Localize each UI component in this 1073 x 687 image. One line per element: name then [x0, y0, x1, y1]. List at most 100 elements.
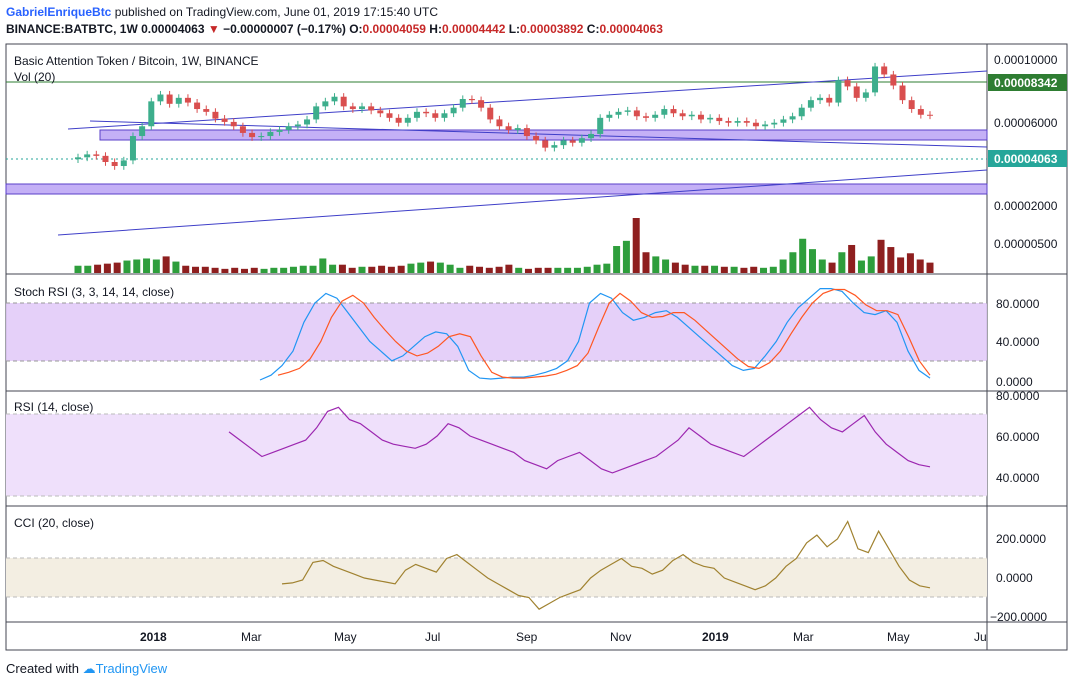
tradingview-link[interactable]: TradingView	[95, 661, 168, 676]
level-price-tag	[988, 74, 1067, 91]
volume-bar	[348, 267, 356, 273]
candle	[844, 80, 851, 87]
candle	[148, 101, 155, 127]
descending-trend-line	[89, 120, 988, 148]
candle	[826, 97, 833, 103]
stoch-tick: 0.0000	[996, 375, 1033, 389]
candle	[423, 111, 430, 114]
volume-bar	[94, 264, 102, 273]
candle	[615, 111, 622, 115]
candle	[835, 80, 842, 103]
volume-bar	[789, 252, 797, 273]
candle	[377, 110, 384, 114]
high-value: 0.00004442	[441, 22, 506, 36]
candle	[743, 121, 750, 123]
candle	[432, 113, 439, 118]
close-label: C:	[586, 22, 600, 36]
volume-bar	[378, 265, 386, 273]
candle	[368, 106, 375, 111]
volume-bar	[143, 258, 151, 273]
candle	[533, 136, 540, 141]
candles	[75, 62, 933, 170]
volume-bar	[505, 264, 513, 273]
volume-bar	[485, 267, 493, 273]
volume-bar	[769, 266, 777, 273]
volume-bar	[436, 262, 444, 273]
candle	[487, 107, 494, 120]
author-link[interactable]: GabrielEnriqueBtc	[6, 5, 112, 19]
candle	[927, 114, 933, 116]
stoch-tick: 40.0000	[996, 335, 1040, 349]
volume-bar	[897, 257, 905, 273]
volume-bar	[103, 263, 111, 273]
volume-bar	[573, 267, 581, 273]
volume-bar	[544, 267, 552, 273]
time-tick-label: 2019	[702, 630, 729, 644]
stoch-tick: 80.0000	[996, 297, 1040, 311]
candle	[359, 106, 365, 110]
volume-bar	[84, 265, 92, 273]
time-tick-label: Mar	[793, 630, 814, 644]
cci-tick: −200.0000	[990, 610, 1047, 624]
volume-bar	[358, 266, 366, 273]
last-price-tag	[988, 150, 1067, 167]
main-pane-title: Basic Attention Token / Bitcoin, 1W, BIN…	[14, 54, 259, 68]
candle	[725, 121, 732, 123]
volume-bar	[750, 266, 758, 273]
volume-bar	[534, 267, 542, 273]
cci-title: CCI (20, close)	[14, 516, 94, 530]
volume-bar	[368, 266, 376, 273]
volume-bar	[172, 261, 180, 273]
candle	[111, 162, 118, 167]
time-tick-label: May	[887, 630, 910, 644]
price-pane[interactable]	[5, 62, 988, 273]
candle	[798, 107, 805, 117]
candle	[569, 140, 576, 143]
volume-bar	[720, 266, 728, 273]
stoch-d-line	[277, 288, 931, 379]
volume-bar	[564, 267, 572, 273]
last-price-label: 0.00004063	[994, 152, 1058, 166]
candle	[890, 74, 897, 86]
candle	[542, 140, 549, 148]
time-tick-label: Nov	[610, 630, 631, 644]
candle	[267, 131, 274, 137]
volume-bar	[701, 265, 709, 273]
candle	[84, 154, 91, 158]
cci-band	[6, 558, 987, 597]
candle	[313, 106, 320, 120]
high-label: H:	[429, 22, 442, 36]
volume-bar	[133, 259, 141, 273]
volume-bar	[289, 266, 297, 273]
price-tick: 0.00010000	[994, 53, 1058, 67]
candle	[597, 117, 604, 134]
cci-tick: 200.0000	[996, 532, 1046, 546]
candle	[285, 126, 292, 130]
candle	[395, 117, 402, 123]
volume-bar	[838, 252, 846, 273]
candle	[807, 100, 814, 108]
volume-bar	[495, 266, 503, 273]
price-tick: 0.00002000	[994, 199, 1058, 213]
level-price-label: 0.00008342	[994, 76, 1058, 90]
tradingview-logo-icon: ☁	[82, 661, 96, 676]
volume-bar	[319, 258, 327, 273]
volume-bar	[250, 267, 258, 273]
volume-bar	[857, 260, 865, 273]
rsi-title: RSI (14, close)	[14, 400, 93, 414]
stoch-lines	[259, 288, 931, 381]
volume-bar	[211, 267, 219, 273]
volume-bar	[260, 268, 268, 273]
rsi-tick: 80.0000	[996, 389, 1040, 403]
volume-bar	[299, 265, 307, 273]
low-value: 0.00003892	[520, 22, 584, 36]
volume-bar	[231, 267, 239, 273]
candle	[194, 102, 201, 110]
candle	[679, 113, 686, 117]
low-label: L:	[508, 22, 521, 36]
candle	[175, 97, 182, 104]
volume-bar	[652, 256, 660, 273]
volume-bar	[240, 268, 248, 273]
volume-bar	[691, 265, 699, 273]
